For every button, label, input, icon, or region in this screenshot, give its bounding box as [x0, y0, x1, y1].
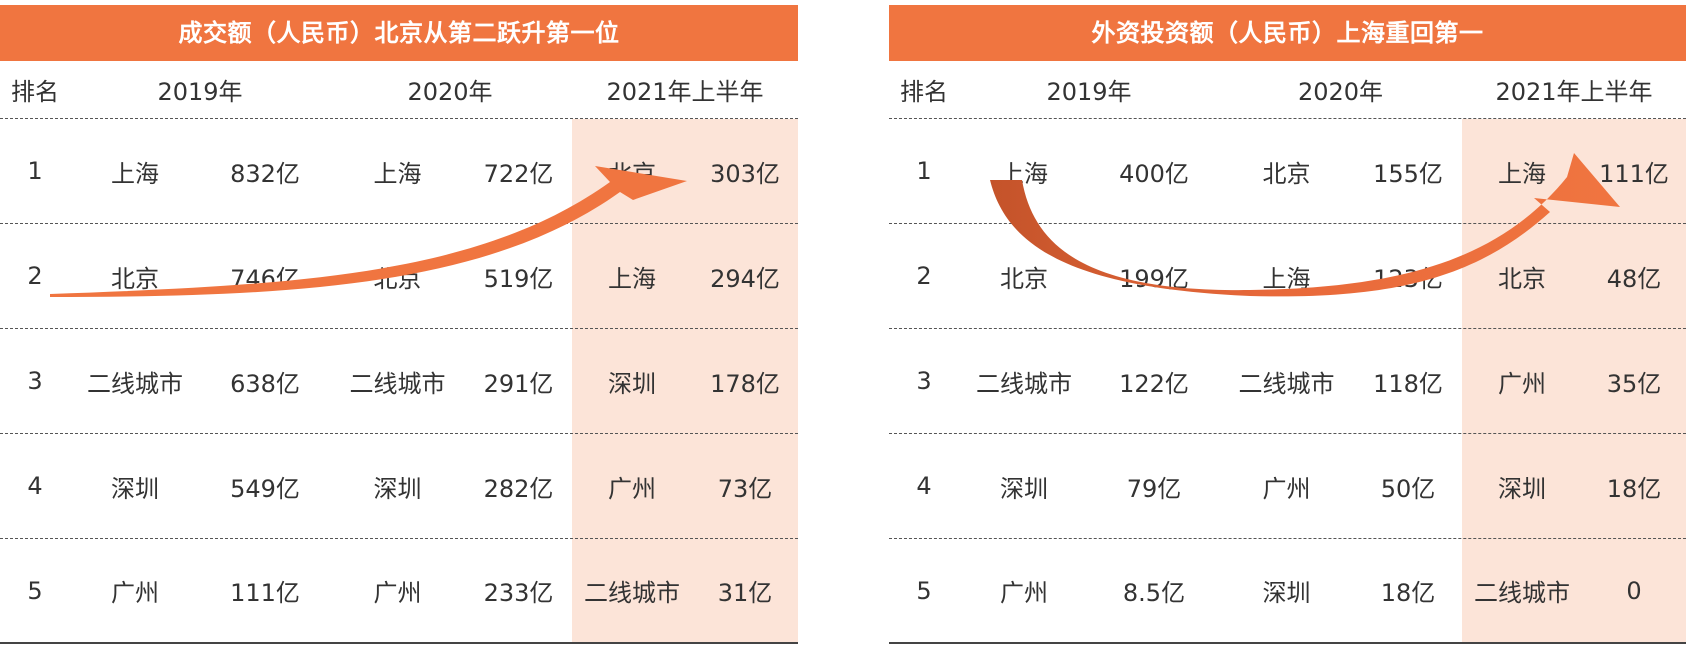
city-cell: 广州 — [1000, 579, 1048, 607]
value-cell: 294亿 — [710, 264, 780, 293]
value-cell: 291亿 — [483, 369, 554, 398]
header-2021h1: 2021年上半年 — [1495, 78, 1653, 106]
value-cell: 35亿 — [1606, 369, 1662, 398]
table-row: 3 二线城市 638亿 二线城市 291亿 深圳 178亿 — [0, 329, 798, 434]
table-row: 4 深圳 79亿 广州 50亿 深圳 18亿 — [889, 434, 1686, 539]
header-2021h1: 2021年上半年 — [606, 78, 764, 106]
rank-cell: 2 — [916, 262, 932, 290]
foreign-investment-table-panel: 外资投资额（人民币）上海重回第一 排名 2019年 2020年 2021年上半年… — [889, 5, 1686, 644]
city-cell: 上海 — [1498, 159, 1546, 188]
value-cell: 79亿 — [1126, 474, 1182, 503]
header-2019: 2019年 — [1046, 78, 1132, 106]
header-2020: 2020年 — [1297, 78, 1384, 106]
value-cell: 519亿 — [483, 264, 554, 293]
city-cell: 北京 — [111, 264, 159, 293]
value-cell: 0 — [1626, 576, 1642, 605]
city-cell: 深圳 — [1262, 579, 1311, 607]
table-row: 5 广州 111亿 广州 233亿 二线城市 31亿 — [0, 539, 798, 644]
table-row: 1 上海 832亿 上海 722亿 北京 303亿 — [0, 119, 798, 224]
table-row: 4 深圳 549亿 深圳 282亿 广州 73亿 — [0, 434, 798, 539]
rank-cell: 1 — [27, 157, 43, 185]
city-cell: 二线城市 — [87, 369, 183, 398]
city-cell: 深圳 — [1498, 474, 1546, 503]
foreign-investment-table-title: 外资投资额（人民币）上海重回第一 — [889, 5, 1686, 61]
value-cell: 50亿 — [1380, 474, 1436, 503]
city-cell: 上海 — [111, 159, 159, 188]
table-row: 3 二线城市 122亿 二线城市 118亿 广州 35亿 — [889, 329, 1686, 434]
table-header-row: 排名 2019年 2020年 2021年上半年 — [0, 61, 798, 119]
city-cell: 北京 — [373, 264, 422, 293]
rank-cell: 3 — [916, 367, 932, 395]
city-cell: 北京 — [608, 159, 656, 188]
value-cell: 746亿 — [230, 264, 300, 293]
turnover-table-title: 成交额（人民币）北京从第二跃升第一位 — [0, 5, 798, 61]
foreign-investment-table: 排名 2019年 2020年 2021年上半年 1 上海 400亿 北京 155… — [889, 61, 1686, 644]
city-cell: 深圳 — [1000, 474, 1048, 503]
city-cell: 二线城市 — [976, 369, 1072, 398]
city-cell: 上海 — [1000, 159, 1048, 188]
city-cell: 上海 — [608, 264, 656, 293]
value-cell: 111亿 — [1599, 159, 1669, 188]
city-cell: 深圳 — [111, 474, 159, 503]
value-cell: 123亿 — [1373, 264, 1443, 293]
table-row: 5 广州 8.5亿 深圳 18亿 二线城市 0 — [889, 539, 1686, 644]
rank-cell: 2 — [27, 262, 43, 290]
city-cell: 上海 — [1262, 264, 1311, 293]
rank-cell: 1 — [916, 157, 932, 185]
value-cell: 638亿 — [230, 369, 300, 398]
rank-cell: 4 — [916, 472, 932, 500]
value-cell: 155亿 — [1373, 159, 1443, 188]
rank-cell: 5 — [27, 576, 43, 605]
value-cell: 122亿 — [1119, 369, 1189, 398]
city-cell: 北京 — [1498, 264, 1546, 293]
city-cell: 北京 — [1000, 264, 1048, 293]
value-cell: 8.5亿 — [1122, 579, 1186, 607]
city-cell: 广州 — [111, 579, 159, 607]
value-cell: 48亿 — [1606, 264, 1662, 293]
value-cell: 233亿 — [483, 579, 554, 607]
rank-cell: 4 — [27, 472, 43, 500]
value-cell: 73亿 — [717, 474, 773, 503]
table-row: 1 上海 400亿 北京 155亿 上海 111亿 — [889, 119, 1686, 224]
value-cell: 832亿 — [230, 159, 300, 188]
header-2020: 2020年 — [407, 78, 493, 106]
value-cell: 303亿 — [710, 159, 780, 188]
table-header-row: 排名 2019年 2020年 2021年上半年 — [889, 61, 1686, 119]
turnover-table: 排名 2019年 2020年 2021年上半年 1 上海 832亿 上海 722… — [0, 61, 798, 644]
value-cell: 282亿 — [483, 474, 554, 503]
value-cell: 178亿 — [710, 369, 780, 398]
city-cell: 二线城市 — [1474, 579, 1570, 607]
table-row: 2 北京 746亿 北京 519亿 上海 294亿 — [0, 224, 798, 329]
city-cell: 北京 — [1262, 159, 1311, 188]
city-cell: 广州 — [1498, 369, 1546, 398]
value-cell: 400亿 — [1119, 159, 1189, 188]
value-cell: 118亿 — [1373, 369, 1443, 398]
value-cell: 111亿 — [230, 579, 300, 607]
header-rank: 排名 — [900, 78, 948, 106]
city-cell: 二线城市 — [584, 579, 680, 607]
city-cell: 广州 — [373, 579, 422, 607]
table-row: 2 北京 199亿 上海 123亿 北京 48亿 — [889, 224, 1686, 329]
value-cell: 18亿 — [1380, 579, 1436, 607]
turnover-table-panel: 成交额（人民币）北京从第二跃升第一位 排名 2019年 2020年 2021年上… — [0, 5, 798, 644]
header-2019: 2019年 — [157, 78, 243, 106]
value-cell: 549亿 — [230, 474, 300, 503]
value-cell: 722亿 — [483, 159, 554, 188]
rank-cell: 3 — [27, 367, 43, 395]
city-cell: 二线城市 — [349, 369, 446, 398]
rank-cell: 5 — [916, 576, 932, 605]
city-cell: 深圳 — [608, 369, 656, 398]
city-cell: 广州 — [1262, 474, 1311, 503]
city-cell: 广州 — [608, 474, 656, 503]
value-cell: 18亿 — [1606, 474, 1662, 503]
header-rank: 排名 — [11, 78, 59, 106]
city-cell: 二线城市 — [1238, 369, 1335, 398]
value-cell: 31亿 — [717, 579, 773, 607]
city-cell: 深圳 — [373, 474, 422, 503]
city-cell: 上海 — [373, 159, 422, 188]
value-cell: 199亿 — [1119, 264, 1189, 293]
